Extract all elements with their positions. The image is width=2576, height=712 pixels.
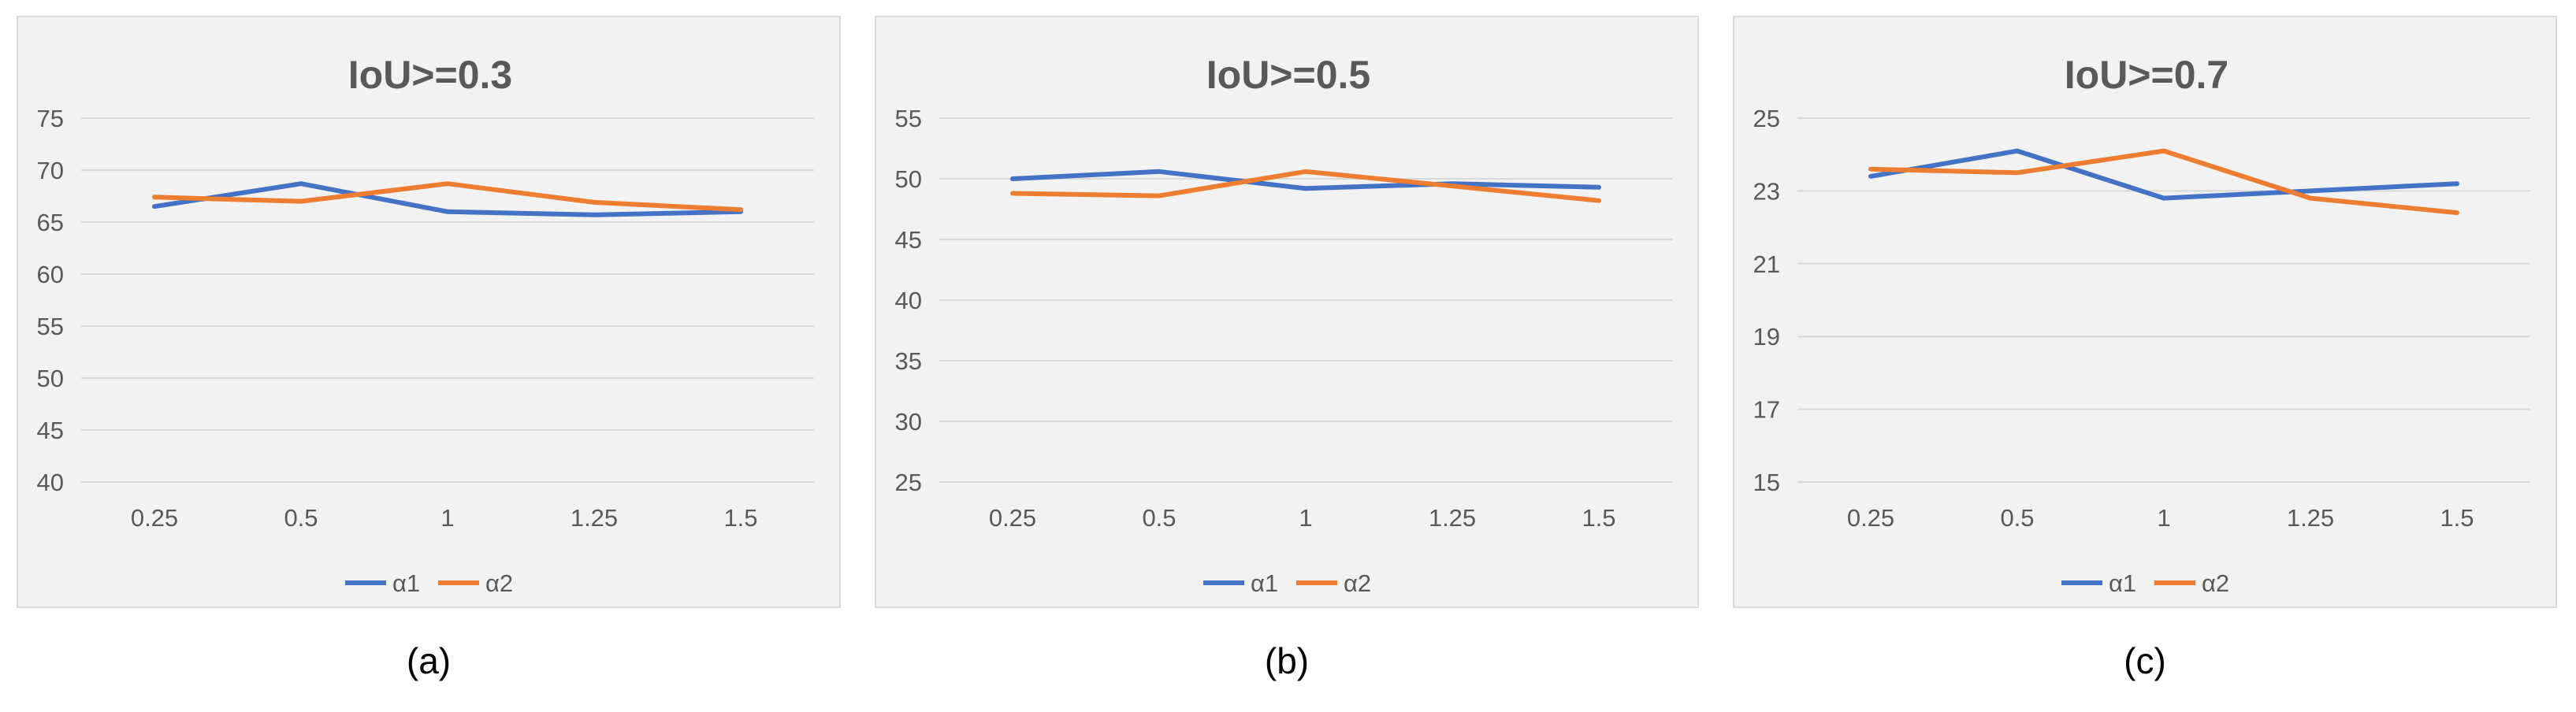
series-line-1 bbox=[1010, 169, 1601, 191]
caption-a: (a) bbox=[406, 640, 452, 681]
y-tick-label: 70 bbox=[37, 157, 64, 184]
chart-svg-a: IoU>=0.3 40 45 50 55 60 65 70 75 0.25 0.5 1 1.25 1.5 α… bbox=[37, 53, 814, 597]
x-tick-label: 0.5 bbox=[284, 504, 318, 532]
y-tick-label: 30 bbox=[895, 408, 922, 436]
legend-label-2: α2 bbox=[1344, 569, 1371, 597]
chart-panel-c: IoU>=0.7 15 17 19 21 23 25 0.25 0.5 1 1.25 1.5 α1 α2 bbox=[1733, 16, 2557, 608]
y-tick-label: 17 bbox=[1753, 396, 1780, 424]
x-tick-label: 1.5 bbox=[723, 504, 757, 532]
chart-panel-b: IoU>=0.5 25 30 35 40 45 50 55 0.25 0.5 1 1.25 1.5 α1 α… bbox=[875, 16, 1699, 608]
series-line-2 bbox=[152, 181, 743, 213]
series-line-1 bbox=[1868, 148, 2459, 201]
chart-title: IoU>=0.5 bbox=[1206, 53, 1370, 97]
x-tick-label: 1.25 bbox=[571, 504, 618, 532]
series-line-2 bbox=[1010, 169, 1601, 203]
y-tick-label: 35 bbox=[895, 347, 922, 375]
x-tick-label: 0.25 bbox=[989, 504, 1036, 532]
x-tick-label: 1 bbox=[2157, 504, 2170, 532]
y-tick-label: 75 bbox=[37, 105, 64, 132]
y-tick-label: 40 bbox=[895, 287, 922, 314]
y-tick-label: 40 bbox=[37, 469, 64, 496]
y-tick-label: 19 bbox=[1753, 323, 1780, 350]
x-tick-label: 0.5 bbox=[1142, 504, 1176, 532]
x-tick-label: 1.25 bbox=[1429, 504, 1476, 532]
y-tick-label: 15 bbox=[1753, 469, 1780, 496]
y-tick-label: 45 bbox=[895, 226, 922, 254]
y-tick-label: 23 bbox=[1753, 177, 1780, 205]
legend-label-1: α1 bbox=[2109, 569, 2136, 597]
y-tick-label: 50 bbox=[895, 165, 922, 193]
y-tick-label: 45 bbox=[37, 417, 64, 444]
y-tick-label: 21 bbox=[1753, 250, 1780, 278]
series-line-1 bbox=[152, 181, 743, 217]
y-tick-label: 55 bbox=[37, 313, 64, 340]
x-tick-label: 0.5 bbox=[2000, 504, 2034, 532]
x-tick-label: 0.25 bbox=[131, 504, 178, 532]
legend-label-1: α1 bbox=[392, 569, 420, 597]
caption-c: (c) bbox=[2124, 640, 2166, 681]
caption-b: (b) bbox=[1264, 640, 1310, 681]
y-tick-label: 25 bbox=[895, 469, 922, 496]
x-tick-label: 1.25 bbox=[2287, 504, 2334, 532]
chart-panel-a: IoU>=0.3 40 45 50 55 60 65 70 75 0.25 0.5 1 1.25 1.5 α… bbox=[17, 16, 841, 608]
y-tick-label: 60 bbox=[37, 261, 64, 288]
y-tick-label: 50 bbox=[37, 365, 64, 392]
chart-title: IoU>=0.7 bbox=[2065, 53, 2228, 97]
series-line-2 bbox=[1868, 148, 2459, 216]
x-tick-label: 1.5 bbox=[1582, 504, 1615, 532]
x-tick-label: 1 bbox=[1299, 504, 1312, 532]
x-tick-label: 1 bbox=[440, 504, 454, 532]
x-tick-label: 1.5 bbox=[2440, 504, 2474, 532]
x-tick-label: 0.25 bbox=[1847, 504, 1894, 532]
chart-title: IoU>=0.3 bbox=[348, 53, 512, 97]
y-tick-label: 65 bbox=[37, 209, 64, 236]
y-tick-label: 25 bbox=[1753, 105, 1780, 132]
legend-label-1: α1 bbox=[1251, 569, 1278, 597]
legend-label-2: α2 bbox=[2202, 569, 2229, 597]
legend-label-2: α2 bbox=[485, 569, 513, 597]
y-tick-label: 55 bbox=[895, 105, 922, 132]
chart-svg-c: IoU>=0.7 15 17 19 21 23 25 0.25 0.5 1 1.25 1.5 α1 α2 bbox=[1753, 53, 2530, 597]
chart-svg-b: IoU>=0.5 25 30 35 40 45 50 55 0.25 0.5 1 1.25 1.5 α1 α… bbox=[895, 53, 1672, 597]
